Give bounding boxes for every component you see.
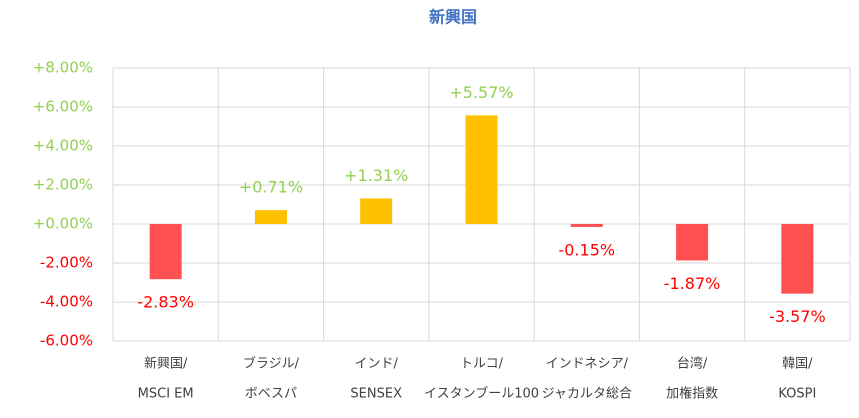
x-tick-label: インド/: [355, 357, 399, 372]
value-label: -1.87%: [664, 274, 721, 293]
bar: [465, 115, 498, 224]
x-tick-label: SENSEX: [350, 387, 402, 402]
y-tick-label: -6.00%: [40, 332, 93, 350]
chart-title: 新興国: [429, 8, 477, 27]
x-tick-label: ボベスパ: [245, 387, 297, 402]
y-tick-label: -4.00%: [40, 293, 93, 311]
x-tick-label: インドネシア/: [546, 357, 629, 372]
y-tick-label: +6.00%: [33, 98, 93, 116]
y-tick-label: +4.00%: [33, 137, 93, 155]
value-label: +5.57%: [449, 83, 513, 102]
bar: [254, 210, 287, 224]
x-tick-label: MSCI EM: [138, 387, 194, 402]
bar: [676, 224, 709, 261]
x-tick-label: 新興国/: [144, 356, 188, 372]
y-tick-label: +0.00%: [33, 215, 93, 233]
bar: [570, 224, 603, 227]
x-tick-label: ジャカルタ総合: [542, 387, 632, 402]
y-tick-label: -2.00%: [40, 254, 93, 272]
y-tick-label: +8.00%: [33, 59, 93, 77]
value-label: -2.83%: [137, 293, 194, 312]
bar: [360, 198, 393, 224]
x-tick-label: イスタンブール100: [424, 386, 539, 402]
bar: [149, 224, 182, 280]
x-tick-label: KOSPI: [778, 387, 816, 402]
x-tick-label: 韓国/: [782, 357, 813, 372]
value-label: +1.31%: [344, 166, 408, 185]
value-label: +0.71%: [239, 178, 303, 197]
x-tick-label: トルコ/: [460, 357, 504, 372]
value-label: -3.57%: [769, 307, 826, 326]
y-tick-label: +2.00%: [33, 176, 93, 194]
value-label: -0.15%: [558, 240, 615, 259]
x-tick-label: 加権指数: [666, 386, 718, 402]
x-tick-label: 台湾/: [677, 356, 708, 372]
bar: [781, 224, 814, 294]
x-tick-label: ブラジル/: [243, 356, 300, 372]
